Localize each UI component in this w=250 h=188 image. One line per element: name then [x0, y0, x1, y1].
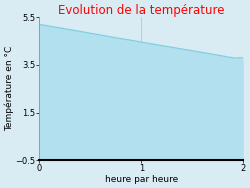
Y-axis label: Température en °C: Température en °C	[4, 46, 14, 131]
X-axis label: heure par heure: heure par heure	[105, 175, 178, 184]
Title: Evolution de la température: Evolution de la température	[58, 4, 224, 17]
